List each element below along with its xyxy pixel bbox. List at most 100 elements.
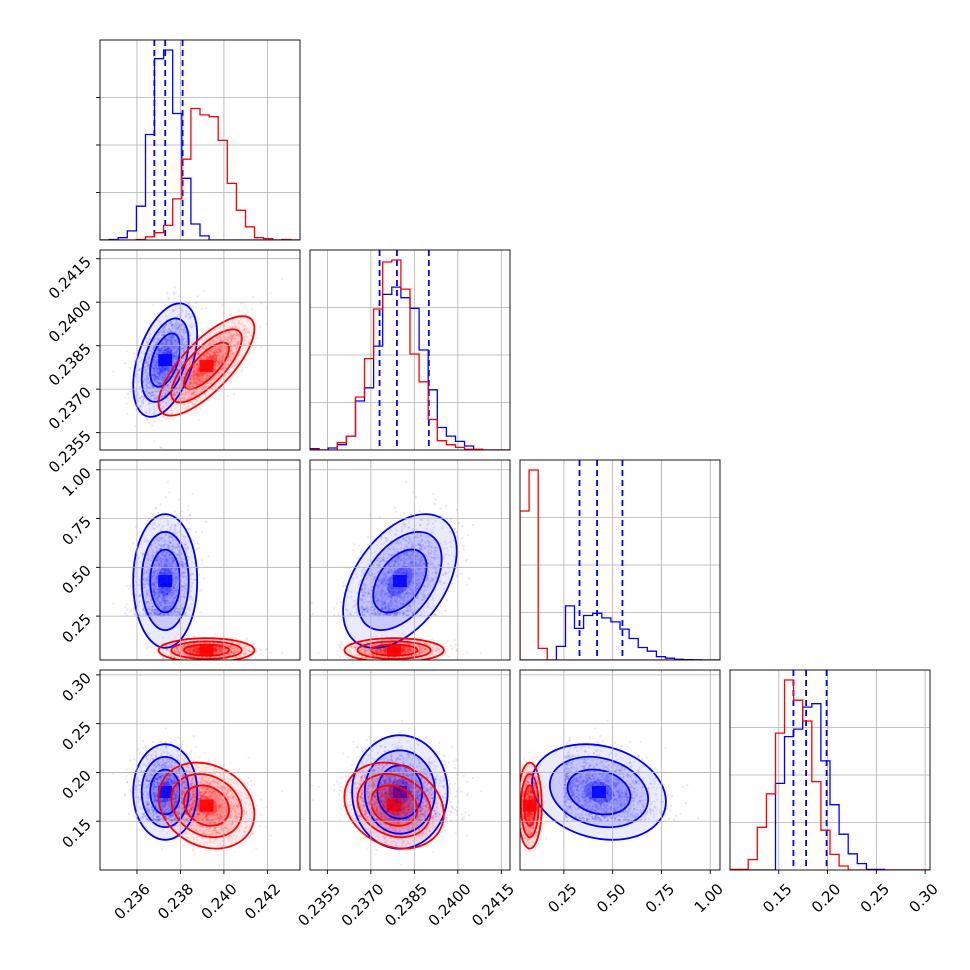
sample-point (169, 361, 172, 364)
sample-point (164, 348, 167, 351)
sample-point (167, 363, 170, 366)
sample-point (153, 367, 156, 370)
sample-point (156, 378, 159, 381)
sample-point (166, 384, 169, 388)
sample-point (161, 348, 164, 351)
sample-point (206, 359, 209, 362)
sample-point (207, 342, 210, 345)
sample-point (169, 352, 172, 355)
sample-point (166, 594, 169, 597)
sample-point (157, 365, 160, 368)
sample-point (172, 335, 175, 339)
sample-point (161, 327, 164, 330)
sample-point (214, 361, 217, 364)
sample-point (166, 369, 170, 372)
sample-point (213, 363, 216, 366)
sample-point (159, 347, 163, 350)
sample-point (170, 355, 173, 358)
sample-point (157, 333, 160, 336)
sample-point (173, 596, 177, 599)
sample-point (206, 372, 209, 375)
sample-point (159, 364, 162, 367)
sample-point (156, 361, 159, 364)
sample-point (181, 552, 184, 556)
sample-point (124, 396, 127, 399)
sample-point (164, 340, 167, 343)
sample-point (171, 328, 174, 331)
sample-point (169, 336, 172, 339)
sample-point (161, 358, 164, 361)
sample-point (217, 372, 221, 375)
sample-point (226, 373, 230, 376)
sample-point (153, 346, 156, 349)
sample-point (157, 331, 161, 334)
sample-point (159, 349, 162, 352)
sample-point (184, 329, 187, 332)
sample-point (200, 357, 203, 360)
sample-point (174, 569, 177, 572)
sample-point (147, 377, 150, 380)
sample-point (174, 327, 178, 331)
sample-point (174, 574, 177, 577)
sample-point (157, 354, 160, 357)
sample-point (158, 590, 161, 594)
sample-point (167, 523, 170, 526)
sample-point (199, 390, 202, 393)
sample-point (175, 325, 178, 328)
sample-point (170, 409, 173, 412)
sample-point (177, 553, 180, 556)
sample-point (170, 343, 173, 346)
sample-point (212, 339, 215, 342)
sample-point (190, 385, 193, 388)
sample-point (173, 392, 176, 395)
sample-point (187, 404, 190, 408)
sample-point (161, 574, 164, 578)
sample-point (152, 402, 155, 405)
sample-point (189, 304, 192, 307)
sample-point (205, 307, 208, 310)
sample-point (197, 368, 200, 371)
sample-point (142, 380, 145, 383)
sample-point (154, 343, 157, 346)
sample-point (160, 363, 163, 366)
sample-point (182, 545, 186, 548)
sample-point (127, 587, 130, 590)
sample-point (152, 405, 155, 408)
sample-point (157, 349, 160, 352)
sample-point (207, 370, 210, 373)
sample-point (172, 586, 175, 589)
sample-point (161, 380, 164, 384)
sample-point (158, 351, 161, 354)
sample-point (237, 321, 240, 324)
sample-point (160, 346, 163, 349)
sample-point (253, 341, 256, 344)
sample-point (205, 520, 208, 523)
sample-point (146, 386, 149, 389)
sample-point (159, 348, 162, 352)
sample-point (170, 352, 173, 355)
sample-point (166, 350, 169, 353)
sample-point (172, 546, 175, 550)
sample-point (213, 362, 216, 365)
sample-point (143, 609, 146, 612)
sample-point (180, 397, 184, 400)
sample-point (164, 352, 167, 355)
sample-point (152, 413, 156, 416)
sample-point (170, 322, 173, 325)
sample-point (198, 379, 201, 382)
sample-point (218, 353, 222, 356)
sample-point (146, 379, 149, 382)
sample-point (167, 347, 170, 350)
sample-point (165, 577, 168, 580)
sample-point (245, 358, 248, 361)
sample-point (172, 354, 175, 357)
sample-point (146, 342, 149, 345)
sample-point (143, 378, 146, 381)
sample-point (152, 386, 155, 389)
sample-point (177, 522, 180, 525)
sample-point (165, 581, 168, 584)
sample-point (167, 296, 170, 299)
sample-point (218, 357, 221, 360)
sample-point (173, 418, 176, 421)
sample-point (184, 583, 187, 586)
